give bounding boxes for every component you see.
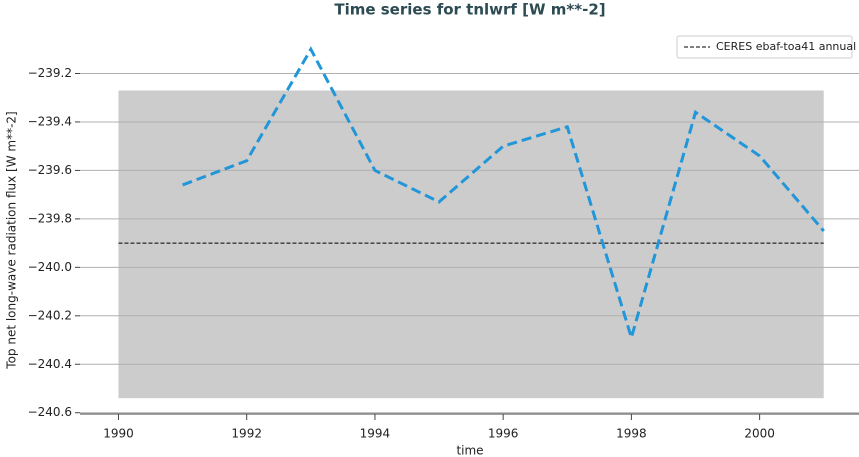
y-tick-label: −239.6	[28, 163, 72, 177]
x-axis-label: time	[456, 444, 483, 457]
x-tick-label: 2000	[744, 427, 775, 441]
x-tick-label: 1992	[231, 427, 262, 441]
x-tick-label: 1994	[360, 427, 391, 441]
y-tick-label: −239.4	[28, 114, 72, 128]
legend-label: CERES ebaf-toa41 annual	[716, 40, 856, 53]
y-tick-label: −240.2	[28, 308, 72, 322]
data-line	[182, 46, 825, 343]
y-tick-label: −239.2	[28, 66, 72, 80]
y-tick-label: −240.4	[28, 357, 72, 371]
y-tick-label: −239.8	[28, 211, 72, 225]
y-axis-label: Top net long-wave radiation flux [W m**-…	[5, 111, 19, 369]
x-tick-label: 1996	[488, 427, 519, 441]
y-tick-label: −240.0	[28, 260, 72, 274]
x-tick-label: 1990	[103, 427, 134, 441]
legend-box	[676, 35, 853, 59]
x-tick-label: 1998	[616, 427, 647, 441]
chart-title: Time series for tnlwrf [W m**-2]	[334, 1, 605, 19]
y-tick-label: −240.6	[28, 405, 72, 419]
range-band	[118, 90, 824, 399]
